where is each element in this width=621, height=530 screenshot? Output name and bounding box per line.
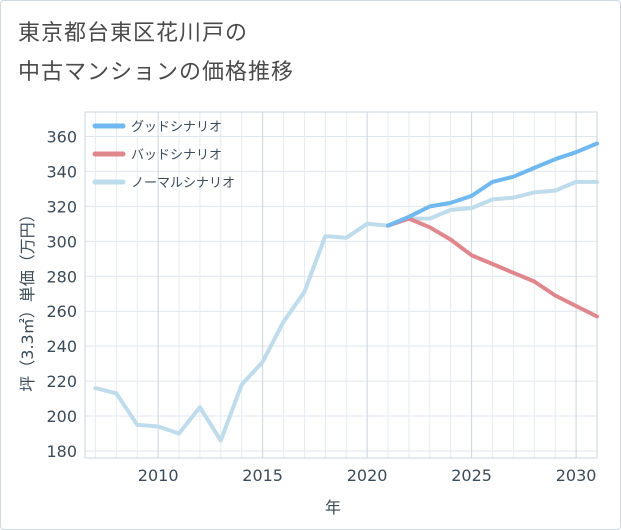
x-tick-2030: 2030 (556, 466, 597, 485)
y-tick-280: 280 (46, 267, 77, 286)
y-axis-label: 坪（3.3㎡）単価（万円） (18, 206, 37, 391)
tick-labels: 180 200 220 240 260 280 300 320 340 360 2010 2015 20… (46, 127, 596, 485)
x-tick-2020: 2020 (347, 466, 388, 485)
chart-title-line2: 中古マンションの価格推移 (18, 60, 295, 85)
y-tick-260: 260 (46, 302, 77, 321)
y-tick-360: 360 (46, 127, 77, 146)
x-axis-label: 年 (325, 498, 341, 517)
series-layer (93, 141, 599, 443)
series-line-1 (386, 216, 599, 319)
y-tick-220: 220 (46, 372, 77, 391)
chart-title-line1: 東京都台東区花川戸の (18, 21, 249, 46)
y-tick-340: 340 (46, 162, 77, 181)
x-tick-2010: 2010 (138, 466, 179, 485)
y-tick-300: 300 (46, 232, 77, 251)
x-tick-2025: 2025 (451, 466, 492, 485)
x-tick-2015: 2015 (242, 466, 283, 485)
y-tick-320: 320 (46, 197, 77, 216)
legend-label-0: グッドシナリオ (131, 120, 222, 135)
grid (84, 111, 598, 459)
plot-area-border (84, 111, 598, 459)
legend-label-1: バッドシナリオ (131, 148, 222, 163)
y-tick-240: 240 (46, 337, 77, 356)
y-tick-200: 200 (46, 407, 77, 426)
series-line-2 (93, 179, 599, 443)
legend-label-2: ノーマルシナリオ (131, 176, 235, 191)
series-line-0 (386, 141, 599, 228)
y-tick-180: 180 (46, 442, 77, 461)
